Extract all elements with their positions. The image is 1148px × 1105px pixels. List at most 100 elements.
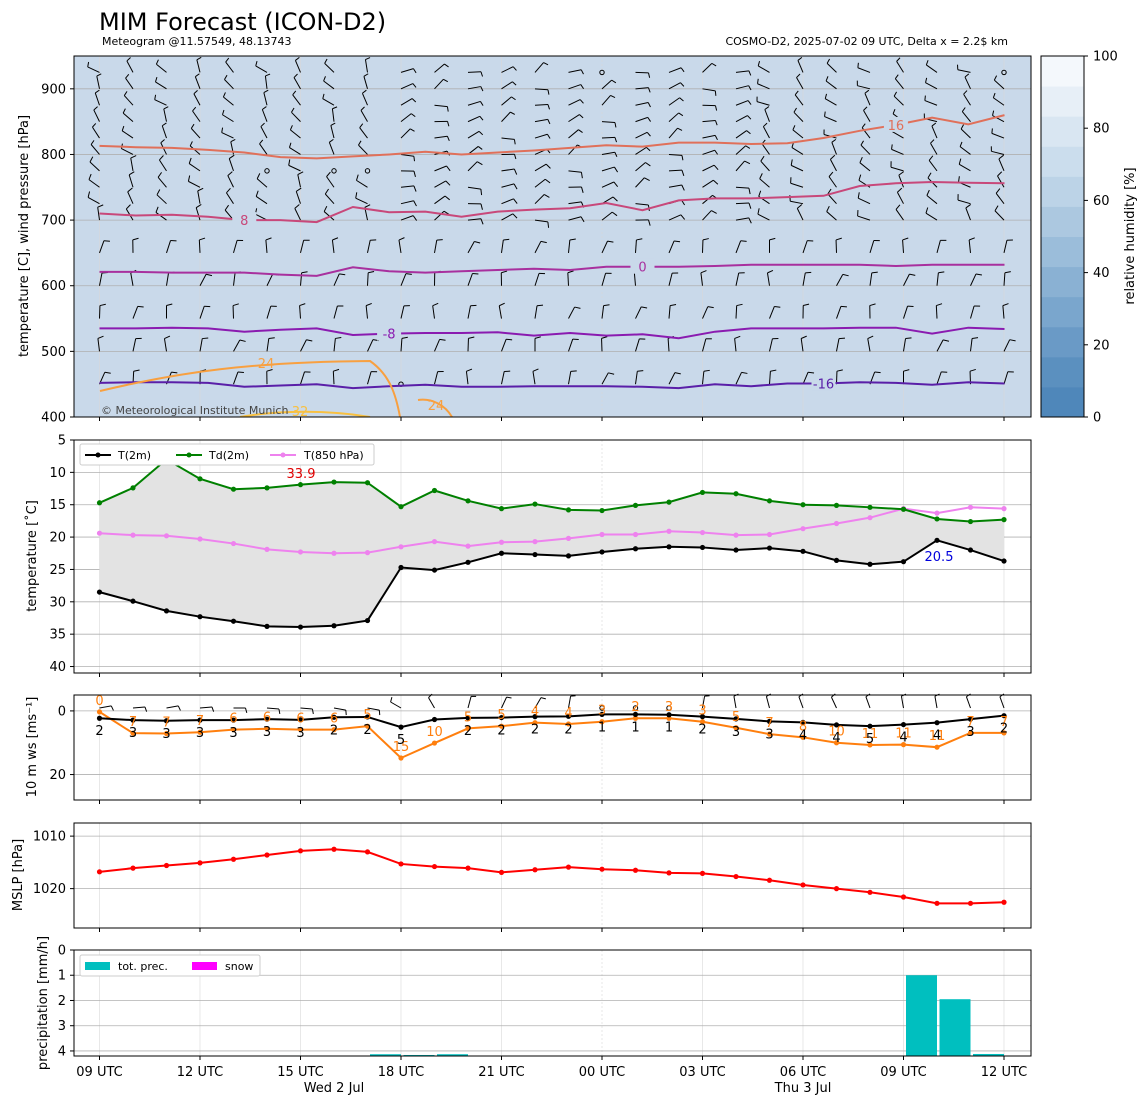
wind-barb-feather [925, 207, 929, 214]
wind-barb-shaft [156, 63, 167, 73]
wind-barb-shaft [668, 169, 683, 172]
wind-barb-shaft [896, 61, 904, 73]
precip-bar [370, 1054, 401, 1056]
wind-barb-feather [1002, 303, 1009, 307]
wind-barb-shaft [155, 212, 167, 221]
mean-wind-data-label: 3 [296, 726, 304, 741]
wind-barb-shaft [601, 273, 607, 286]
wind-barb-feather [648, 219, 651, 226]
wind-barb-feather [121, 125, 125, 131]
wind-barb-shaft [869, 240, 875, 254]
wind-barb-shaft [936, 371, 942, 385]
wind-barb-shaft [501, 696, 508, 709]
wind-barb-feather [92, 123, 97, 128]
wind-barb-shaft [891, 148, 904, 155]
wind-barb-shaft [802, 372, 809, 385]
wind-barb-shaft [968, 239, 971, 253]
mslp-point [163, 862, 170, 869]
wind-barb-feather [702, 238, 709, 241]
wind-barb-shaft [798, 696, 804, 709]
wind-barb-feather [905, 337, 912, 340]
wind-barb-shaft [97, 338, 100, 352]
wind-barb-feather [154, 77, 158, 83]
wind-barb-shaft [766, 272, 770, 286]
y-tick-label: 900 [41, 82, 66, 97]
wind-barb-feather [760, 155, 765, 162]
colorbar-segment [1041, 176, 1084, 207]
wind-series-line [99, 713, 1005, 729]
wind-barb-shaft [534, 62, 544, 73]
wind-barb-shaft [796, 208, 804, 221]
wind-barb-shaft [735, 217, 749, 221]
wind-barb-feather [195, 204, 202, 209]
wind-barb-shaft [359, 127, 368, 139]
wind-barb-feather [472, 273, 479, 275]
wind-barb-shaft [233, 272, 236, 286]
wind-series-point [465, 725, 471, 732]
mslp-point [465, 865, 471, 871]
wind-barb-feather [103, 240, 110, 242]
wind-barb-feather [835, 237, 842, 241]
y-tick-label: 25 [49, 563, 66, 578]
precip-bar [403, 1054, 435, 1056]
wind-barb-feather [157, 172, 162, 178]
wind-barb-feather [859, 156, 863, 163]
wind-barb-feather [144, 706, 148, 712]
series-point [934, 510, 940, 516]
wind-barb-feather [543, 62, 549, 66]
wind-series-point [967, 730, 974, 736]
isotherm-label-bg [630, 258, 655, 274]
wind-barb-feather [193, 89, 198, 95]
wind-barb-feather [89, 156, 94, 163]
y-tick-label: 20 [49, 531, 66, 546]
wind-barb-shaft [735, 70, 749, 73]
wind-barb-shaft [434, 78, 444, 90]
wind-barb-feather [736, 303, 743, 307]
mslp-point [297, 848, 304, 854]
wind-barb-feather [930, 139, 935, 144]
wind-barb-feather [540, 240, 547, 244]
x-tick-label: 12 UTC [177, 1065, 223, 1080]
wind-barb-feather [763, 122, 768, 127]
wind-barb-feather [324, 58, 328, 64]
wind-barb-shaft [189, 145, 201, 155]
wind-barb-shaft [668, 272, 673, 286]
wind-barb-shaft [121, 148, 134, 155]
wind-barb-feather [647, 87, 651, 93]
wind-barb-shaft [501, 111, 511, 122]
mslp-point [96, 869, 103, 875]
wind-barb-shaft [928, 160, 938, 172]
wind-barb-shaft [997, 175, 1005, 188]
wind-barb-feather [828, 171, 834, 177]
wind-barb-feather [359, 123, 364, 128]
colorbar-segment [1041, 206, 1084, 237]
wind-barb-shaft [831, 142, 837, 155]
series-point [297, 482, 304, 488]
wind-barb-shaft [764, 109, 770, 122]
colorbar-segment [1041, 116, 1084, 147]
mslp-point [1001, 899, 1007, 905]
colorbar-segment [1041, 56, 1084, 87]
wind-barb-shaft [568, 239, 571, 253]
series-point [331, 550, 337, 556]
wind-barb-feather [770, 369, 777, 372]
wind-barb-feather [808, 371, 815, 374]
mslp-point [666, 870, 672, 876]
wind-barb-shaft [228, 158, 234, 172]
wind-barb-feather [97, 204, 104, 208]
wind-barb-feather [96, 73, 102, 77]
wind-barb-shaft [295, 191, 301, 204]
isotherm-label: 8 [240, 214, 248, 229]
wind-barb-feather [161, 122, 167, 127]
wind-barb-shaft [501, 66, 514, 73]
series-point [733, 547, 739, 553]
wind-barb-shaft [293, 77, 301, 90]
wind-barb-feather [713, 179, 719, 185]
wind-barb-feather [480, 86, 484, 92]
wind-barb-shaft [130, 272, 134, 286]
series-point [565, 535, 572, 541]
wind-barb-shaft [93, 109, 100, 122]
wind-barb-shaft [668, 184, 682, 188]
wind-barb-shaft [360, 110, 368, 122]
wind-barb-feather [580, 69, 584, 75]
